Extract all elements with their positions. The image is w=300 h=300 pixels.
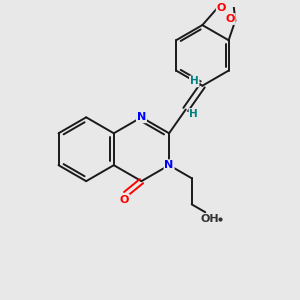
Text: H: H — [190, 76, 199, 86]
Text: O: O — [217, 3, 226, 13]
Text: OH: OH — [200, 214, 219, 224]
Text: H: H — [190, 109, 198, 119]
Text: O: O — [120, 195, 129, 205]
Text: N: N — [137, 112, 146, 122]
Text: O: O — [225, 14, 235, 24]
Text: N: N — [164, 160, 174, 170]
